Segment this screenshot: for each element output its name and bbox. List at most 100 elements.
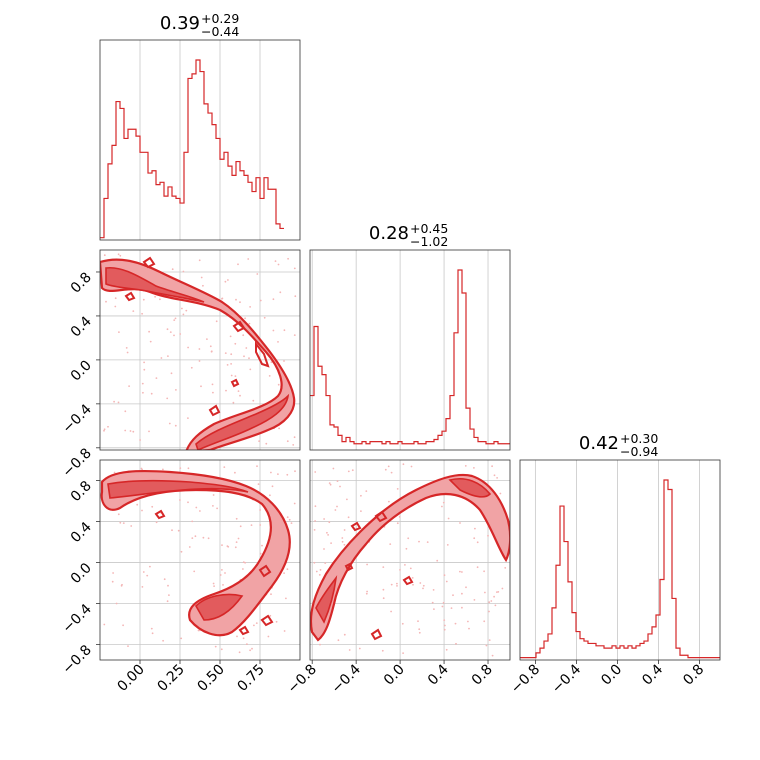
sample-point (212, 494, 215, 496)
sample-point (411, 577, 414, 579)
sample-point (474, 527, 476, 530)
sample-point (329, 483, 332, 486)
sample-point (224, 352, 227, 354)
sample-point (221, 544, 223, 546)
sample-point (319, 569, 322, 571)
sample-point (387, 465, 390, 468)
sample-point (163, 578, 166, 581)
sample-point (190, 366, 193, 369)
sample-point (188, 546, 191, 548)
sample-point (365, 490, 368, 492)
sample-point (446, 544, 449, 546)
sample-point (293, 267, 296, 270)
contour-island-p2p1 (350, 521, 362, 532)
sample-point (432, 589, 435, 591)
contour-island-p1p0 (230, 378, 240, 388)
y-tick-label: 0.8 (68, 269, 95, 296)
sample-point (119, 521, 122, 524)
sample-point (272, 329, 275, 332)
sample-point (365, 592, 368, 595)
histogram-p1 (310, 269, 510, 445)
sample-point (265, 442, 268, 445)
sample-point (494, 604, 497, 607)
sample-point (409, 567, 412, 570)
sample-point (343, 633, 346, 636)
sample-point (148, 330, 151, 333)
sample-point (313, 561, 316, 564)
sample-point (269, 614, 272, 617)
sample-point (259, 552, 262, 555)
sample-point (314, 471, 317, 473)
sample-point (112, 572, 114, 574)
sample-point (211, 383, 214, 386)
sample-point (191, 537, 194, 539)
sample-point (141, 509, 143, 512)
x-tick-label: −0.8 (285, 662, 320, 697)
sample-point (227, 279, 229, 281)
sample-point (117, 253, 120, 256)
sample-point (270, 471, 272, 474)
sample-point (263, 316, 266, 319)
sample-point (119, 254, 122, 257)
sample-point (151, 505, 154, 508)
sample-point (234, 471, 236, 474)
sample-point (318, 574, 321, 576)
sample-point (177, 529, 180, 532)
sample-point (167, 584, 169, 587)
y-tick-label: 0.0 (68, 560, 95, 587)
sample-point (111, 580, 114, 583)
histogram-p0 (100, 59, 284, 239)
x-tick-label: 0.8 (680, 662, 707, 689)
x-tick-label: 0.0 (381, 662, 408, 689)
sample-point (259, 509, 261, 511)
sample-point (179, 499, 181, 501)
sample-point (294, 295, 297, 298)
sample-point (249, 306, 252, 308)
sample-point (209, 345, 212, 348)
sample-point (271, 485, 274, 488)
sample-point (253, 624, 255, 627)
sample-point (214, 645, 217, 648)
sample-point (278, 427, 280, 430)
sample-point (314, 520, 316, 522)
sample-point (283, 329, 286, 332)
sample-point (226, 545, 229, 547)
sample-point (198, 360, 201, 362)
sample-point (390, 583, 393, 586)
sample-point (212, 391, 214, 394)
axes-frame-hist-p2 (519, 459, 721, 661)
x-tick-label: 0.00 (114, 662, 147, 695)
sample-point (235, 298, 237, 301)
sample-point (441, 505, 443, 508)
sample-point (171, 268, 174, 271)
sample-point (151, 632, 154, 635)
y-tick-label: −0.8 (59, 445, 94, 480)
contour-island-p1p0 (232, 320, 246, 333)
sample-point (159, 298, 161, 301)
sample-point (323, 518, 325, 520)
sample-point (212, 505, 214, 507)
sample-point (181, 307, 183, 310)
sample-point (198, 348, 201, 350)
sample-point (402, 463, 405, 466)
contour-island-p2p1 (370, 628, 383, 641)
contour-island-p2p1 (344, 562, 354, 572)
sample-point (417, 620, 419, 623)
sample-point (117, 401, 120, 404)
sample-point (433, 608, 435, 610)
sample-point (328, 482, 331, 484)
sample-point (118, 331, 120, 333)
sample-point (248, 357, 250, 360)
sample-point (221, 297, 224, 300)
sample-point (103, 428, 106, 431)
contour-island-p2p1 (374, 510, 388, 523)
sample-point (141, 312, 144, 315)
sample-point (124, 429, 127, 432)
sample-point (232, 401, 235, 404)
sample-point (294, 470, 296, 473)
sample-point (180, 550, 183, 553)
sample-point (390, 610, 392, 613)
sample-point (255, 622, 258, 624)
sample-point (341, 537, 344, 539)
sample-point (166, 328, 169, 331)
